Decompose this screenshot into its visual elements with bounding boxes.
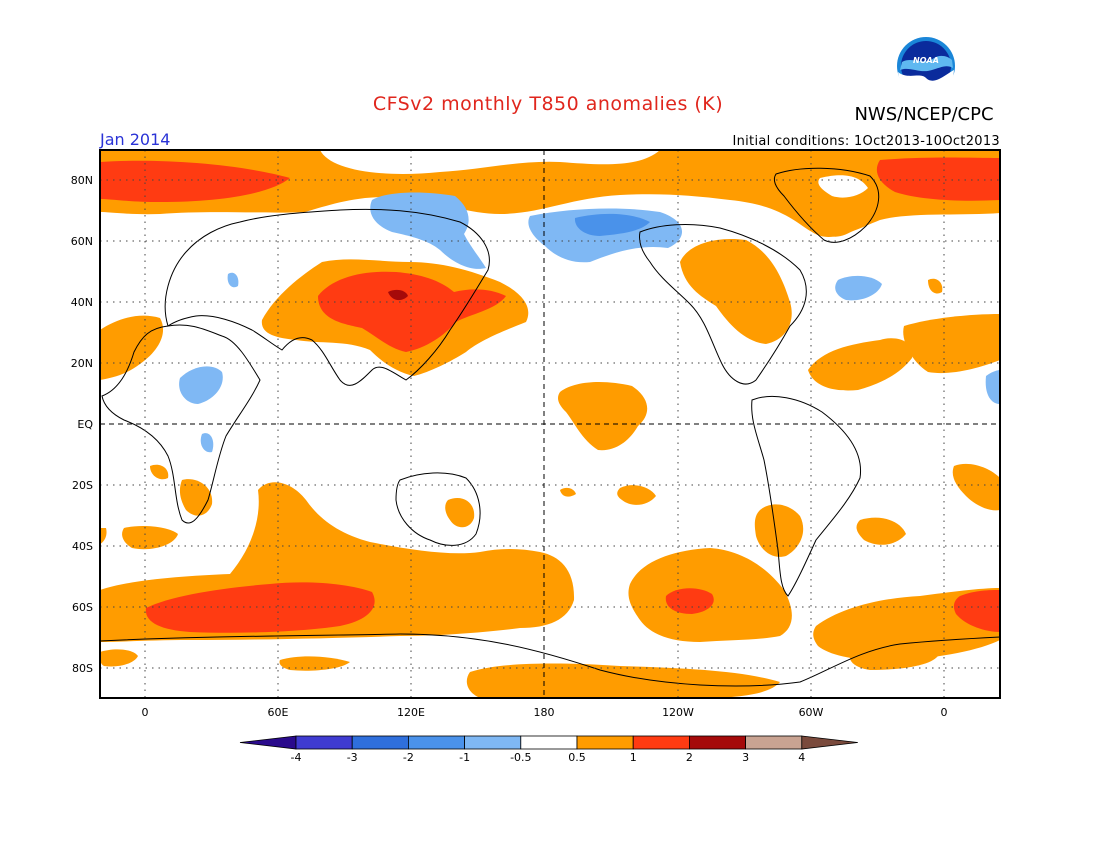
warm-region xyxy=(813,588,1000,661)
lat-tick: 20S xyxy=(72,479,93,492)
forecast-month: Jan 2014 xyxy=(99,130,170,149)
warm-region xyxy=(558,382,648,451)
colorbar-swatch xyxy=(351,735,409,750)
agency-label: NWS/NCEP/CPC xyxy=(854,104,993,125)
coastlines xyxy=(100,167,1000,687)
warm-region xyxy=(952,463,1000,511)
africa-coast xyxy=(101,324,261,524)
lon-tick: 60E xyxy=(268,706,289,719)
colorbar-arrow-min xyxy=(239,735,297,750)
map-frame xyxy=(99,149,1001,699)
cool-region xyxy=(227,272,239,288)
colorbar-tick: -3 xyxy=(347,751,358,764)
lat-tick: 80S xyxy=(72,662,93,675)
colorbar-swatch xyxy=(464,735,522,750)
colorbar-tick: -0.5 xyxy=(510,751,531,764)
colorbar-swatch xyxy=(520,735,578,750)
antarctica-coast xyxy=(100,633,1000,687)
chart-title: CFSv2 monthly T850 anomalies (K) xyxy=(373,93,723,115)
cool-region xyxy=(200,433,214,453)
warm-region xyxy=(903,314,1000,374)
warm-region xyxy=(617,485,656,505)
cool-region xyxy=(985,370,1000,404)
colorbar-tick: 4 xyxy=(798,751,805,764)
warm-region xyxy=(928,278,943,294)
warm-region xyxy=(856,517,906,545)
neutral-region xyxy=(320,150,660,174)
strong-warm-region xyxy=(665,588,714,614)
warm-region xyxy=(122,526,178,550)
logo-text: NOAA xyxy=(913,56,939,65)
colorbar-swatch xyxy=(295,735,353,750)
colorbar-tick: -2 xyxy=(403,751,414,764)
colorbar-swatch xyxy=(632,735,690,750)
cool-region xyxy=(835,275,882,301)
strong-warm-region xyxy=(876,157,1000,201)
lon-tick: 120W xyxy=(662,706,694,719)
strong-warm-region xyxy=(100,160,290,202)
warm-region xyxy=(849,649,938,670)
warm-region xyxy=(808,338,913,391)
lat-tick: 60S xyxy=(72,601,93,614)
south-america-coast xyxy=(751,395,862,597)
colorbar-tick: 3 xyxy=(742,751,749,764)
cool-region xyxy=(179,366,223,404)
australia-coast xyxy=(395,472,481,546)
colorbar-tick: 0.5 xyxy=(568,751,586,764)
initial-conditions: Initial conditions: 1Oct2013-10Oct2013 xyxy=(732,134,1000,149)
strong-warm-region xyxy=(145,582,375,633)
lon-tick: 60W xyxy=(799,706,824,719)
very-warm-region xyxy=(388,289,408,301)
lon-tick: 120E xyxy=(397,706,425,719)
colorbar-tick: 1 xyxy=(630,751,637,764)
lat-tick: 20N xyxy=(71,357,93,370)
colorbar-tick: 2 xyxy=(686,751,693,764)
warm-region xyxy=(100,528,107,544)
lat-tick: EQ xyxy=(77,418,93,431)
warm-region xyxy=(754,504,804,557)
lon-tick: 180 xyxy=(534,706,555,719)
warm-region xyxy=(100,315,164,380)
lon-tick: 0 xyxy=(941,706,948,719)
noaa-logo: NOAA xyxy=(897,37,955,96)
map-panel: 80N 60N 40N 20N EQ 20S 40S 60S 80S 0 60E… xyxy=(71,149,1001,719)
greenland-coast xyxy=(773,167,880,243)
colorbar-swatch xyxy=(745,735,803,750)
warm-region xyxy=(466,663,780,698)
colorbar: -4 -3 -2 -1 -0.5 0.5 1 2 3 4 xyxy=(239,735,858,764)
cool-region xyxy=(574,213,650,236)
warm-region xyxy=(279,656,350,671)
colorbar-arrow-max xyxy=(801,735,858,750)
eurasia-coast xyxy=(164,208,490,386)
cool-region xyxy=(370,192,486,269)
reference-lines xyxy=(100,150,1000,698)
colorbar-swatch xyxy=(407,735,465,750)
colorbar-tick: -1 xyxy=(459,751,470,764)
strong-warm-region xyxy=(318,271,506,352)
strong-warm-region xyxy=(953,590,1000,632)
colorbar-tick: -4 xyxy=(291,751,302,764)
colorbar-swatch xyxy=(689,735,747,750)
warm-region xyxy=(680,238,792,344)
anomaly-fields xyxy=(100,150,1000,698)
lat-tick: 60N xyxy=(71,235,93,248)
lat-tick: 40S xyxy=(72,540,93,553)
warm-region xyxy=(150,464,169,480)
neutral-region xyxy=(818,175,868,198)
north-america-coast xyxy=(639,224,807,385)
lat-axis: 80N 60N 40N 20N EQ 20S 40S 60S 80S xyxy=(71,174,94,675)
warm-region xyxy=(445,498,475,528)
lon-tick: 0 xyxy=(142,706,149,719)
lat-tick: 40N xyxy=(71,296,93,309)
lat-tick: 80N xyxy=(71,174,93,187)
lon-axis: 0 60E 120E 180 120W 60W 0 xyxy=(142,706,948,719)
colorbar-swatch xyxy=(576,735,634,750)
warm-region xyxy=(100,649,138,667)
warm-region xyxy=(560,487,576,497)
